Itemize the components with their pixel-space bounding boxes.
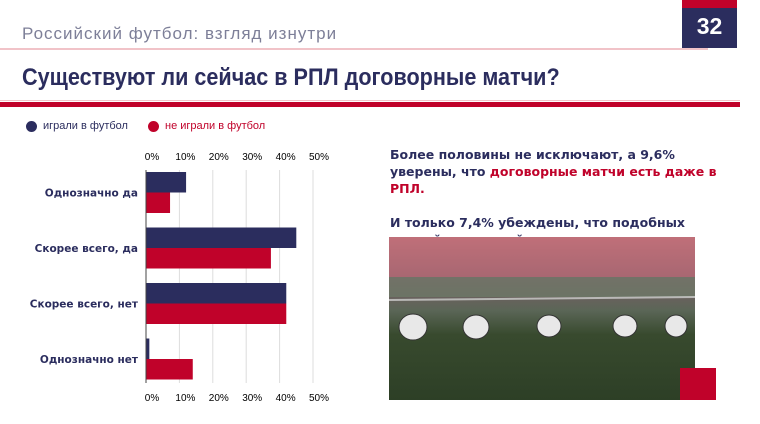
x-tick-label-top: 50% <box>309 152 329 163</box>
x-tick-label-top: 20% <box>209 152 229 163</box>
bar-played <box>146 283 287 304</box>
x-tick-label-bottom: 20% <box>209 393 229 404</box>
bar-played <box>146 338 150 359</box>
legend-item-played: играли в футбол <box>26 120 128 132</box>
x-tick-label-bottom: 30% <box>242 393 262 404</box>
page-number: 32 <box>696 13 723 39</box>
info-p1: Более половины не исключают, а 9,6% увер… <box>390 147 675 179</box>
category-label: Однозначно да <box>45 188 138 200</box>
legend-item-not-played: не играли в футбол <box>148 120 265 132</box>
legend-swatch <box>26 120 37 132</box>
x-tick-label-bottom: 10% <box>175 393 195 404</box>
category-label: Скорее всего, нет <box>30 299 139 311</box>
bar-played <box>146 172 187 193</box>
decorative-square <box>680 368 716 400</box>
info-highlight: договорные матчи есть даже в РПЛ. <box>390 164 717 196</box>
bar-not-played <box>146 303 287 324</box>
legend-label: играли в футбол <box>43 120 128 132</box>
x-tick-label-bottom: 40% <box>276 393 296 404</box>
info-text: Более половины не исключают, а 9,6% увер… <box>390 146 735 248</box>
bar-not-played <box>146 359 193 380</box>
legend-label: не играли в футбол <box>165 120 266 132</box>
category-label: Скорее всего, да <box>35 243 138 255</box>
page-title: Существуют ли сейчас в РПЛ договорные ма… <box>22 64 560 91</box>
bar-played <box>146 227 297 248</box>
bar-chart: 0% 0% 10% 10% 20% 20% 30% 30% 40% 40% 50% 50% Однозн… <box>30 152 329 404</box>
divider <box>0 48 708 50</box>
x-tick-label-bottom: 50% <box>309 393 329 404</box>
divider <box>0 102 740 107</box>
x-tick-label-top: 40% <box>276 152 296 163</box>
x-tick-label-top: 0% <box>145 152 160 163</box>
football-pitch-photo <box>389 237 695 400</box>
x-tick-label-top: 10% <box>175 152 195 163</box>
x-tick-label-bottom: 0% <box>145 393 160 404</box>
divider <box>0 100 740 101</box>
presentation-subtitle: Российский футбол: взгляд изнутри <box>22 24 338 43</box>
category-label: Однозначно нет <box>40 354 139 366</box>
page-number-badge: 32 <box>682 0 737 48</box>
x-tick-label-top: 30% <box>242 152 262 163</box>
bar-not-played <box>146 192 171 213</box>
bar-not-played <box>146 248 271 269</box>
legend-swatch <box>148 120 159 132</box>
